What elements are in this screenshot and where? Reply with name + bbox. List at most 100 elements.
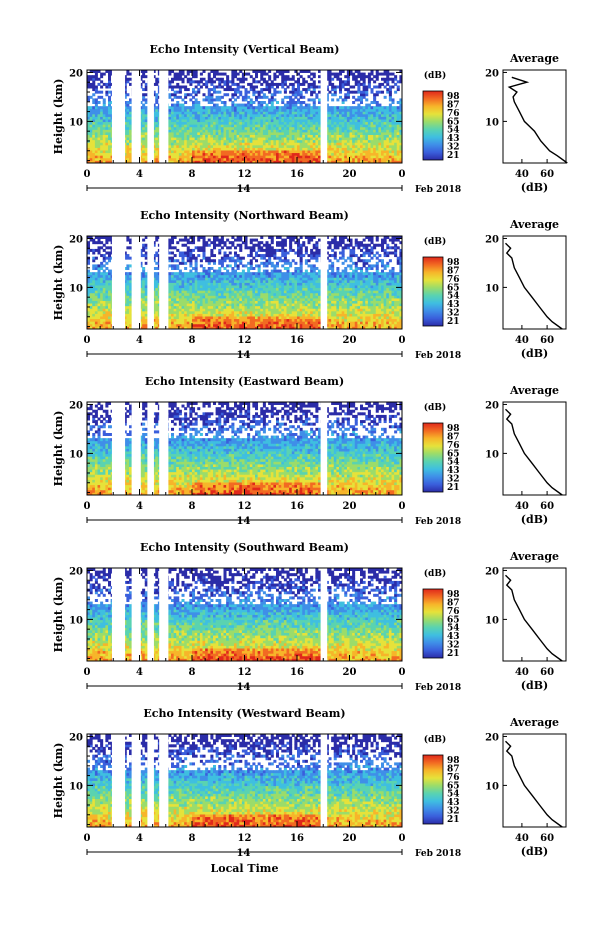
colorbar-tick-label: 76 <box>447 275 460 285</box>
colorbar-tick-label: 32 <box>447 143 460 153</box>
colorbar-unit: (dB) <box>424 734 446 745</box>
data-gap <box>131 236 141 329</box>
colorbar-tick-label: 65 <box>447 615 460 625</box>
x-tick-label: 12 <box>238 833 252 844</box>
chart-panel-1 <box>86 235 567 357</box>
panel-title: Echo Intensity (Northward Beam) <box>140 209 349 222</box>
y-tick-label: 20 <box>69 234 83 245</box>
data-gap <box>320 402 328 495</box>
y-axis-label: Height (km) <box>52 577 65 653</box>
date-label: Feb 2018 <box>415 849 461 859</box>
panel-title: Echo Intensity (Westward Beam) <box>143 707 345 720</box>
x-tick-label: 12 <box>238 501 252 512</box>
x-tick-label: 0 <box>84 667 91 678</box>
data-gap <box>111 734 126 827</box>
average-xlabel: (dB) <box>521 347 548 360</box>
colorbar-tick-label: 54 <box>447 624 460 634</box>
avg-x-tick-label: 60 <box>540 169 554 180</box>
x-tick-label: 16 <box>290 833 304 844</box>
colorbar-tick-label: 87 <box>447 432 460 442</box>
x-tick-label: 4 <box>136 667 143 678</box>
data-gap <box>131 402 141 495</box>
data-gap <box>131 734 141 827</box>
date-label: Feb 2018 <box>415 185 461 195</box>
average-title: Average <box>509 218 559 231</box>
x-tick-label: 20 <box>343 335 357 346</box>
colorbar-tick-label: 65 <box>447 283 460 293</box>
colorbar-tick-label: 54 <box>447 790 460 800</box>
x-tick-label: 0 <box>399 833 406 844</box>
day-label: 14 <box>237 350 251 361</box>
data-gap <box>111 236 126 329</box>
y-tick-label: 10 <box>69 615 83 626</box>
colorbar-tick-label: 54 <box>447 458 460 468</box>
data-gap <box>159 402 169 495</box>
x-tick-label: 0 <box>399 501 406 512</box>
day-label: 14 <box>237 516 251 527</box>
x-tick-label: 4 <box>136 169 143 180</box>
colorbar-tick-label: 21 <box>447 317 460 327</box>
y-axis-label: Height (km) <box>52 245 65 321</box>
y-tick-label: 10 <box>69 117 83 128</box>
x-tick-label: 12 <box>238 169 252 180</box>
y-tick-label: 10 <box>69 781 83 792</box>
data-gap <box>320 236 328 329</box>
chart-panel-0 <box>86 69 568 191</box>
avg-y-tick-label: 10 <box>485 117 499 128</box>
average-profile-line <box>505 408 563 496</box>
colorbar-unit: (dB) <box>424 70 446 81</box>
data-gap <box>147 70 154 163</box>
day-label: 14 <box>237 848 251 859</box>
y-axis-label: Height (km) <box>52 79 65 155</box>
colorbar-tick-label: 32 <box>447 309 460 319</box>
x-tick-label: 4 <box>136 335 143 346</box>
colorbar-tick-label: 43 <box>447 632 460 642</box>
colorbar-tick-label: 76 <box>447 607 460 617</box>
colorbar-tick-label: 65 <box>447 117 460 127</box>
x-tick-label: 20 <box>343 501 357 512</box>
heatmap-cells <box>87 70 403 164</box>
avg-x-tick-label: 40 <box>515 169 529 180</box>
y-tick-label: 20 <box>69 566 83 577</box>
average-frame <box>502 401 567 496</box>
x-tick-label: 20 <box>343 169 357 180</box>
colorbar-unit: (dB) <box>424 568 446 579</box>
average-profile-line <box>507 76 568 164</box>
colorbar-unit: (dB) <box>424 402 446 413</box>
y-tick-label: 10 <box>69 283 83 294</box>
day-label: 14 <box>237 184 251 195</box>
colorbar-unit: (dB) <box>424 236 446 247</box>
average-xlabel: (dB) <box>521 513 548 526</box>
average-xlabel: (dB) <box>521 845 548 858</box>
x-tick-label: 4 <box>136 501 143 512</box>
x-tick-label: 8 <box>189 667 196 678</box>
colorbar-tick-label: 87 <box>447 100 460 110</box>
average-frame <box>502 235 567 330</box>
x-tick-label: 0 <box>399 169 406 180</box>
colorbar-tick-label: 21 <box>447 483 460 493</box>
y-axis-label: Height (km) <box>52 743 65 819</box>
x-tick-label: 0 <box>399 335 406 346</box>
x-tick-label: 0 <box>84 169 91 180</box>
x-tick-label: 0 <box>84 335 91 346</box>
colorbar-tick-label: 65 <box>447 781 460 791</box>
avg-x-tick-label: 40 <box>515 501 529 512</box>
y-axis-label: Height (km) <box>52 411 65 487</box>
x-tick-label: 12 <box>238 335 252 346</box>
x-tick-label: 12 <box>238 667 252 678</box>
y-tick-label: 20 <box>69 732 83 743</box>
avg-x-tick-label: 40 <box>515 335 529 346</box>
colorbar-tick-label: 43 <box>447 798 460 808</box>
date-label: Feb 2018 <box>415 517 461 527</box>
colorbar-tick-label: 87 <box>447 266 460 276</box>
chart-panel-3 <box>86 567 567 689</box>
avg-x-tick-label: 40 <box>515 833 529 844</box>
chart-panel-4 <box>86 733 567 855</box>
data-gap <box>320 568 328 661</box>
x-axis-label: Local Time <box>211 862 279 875</box>
data-gap <box>147 402 154 495</box>
data-gap <box>147 734 154 827</box>
avg-y-tick-label: 20 <box>485 732 499 743</box>
chart-panel-2 <box>86 401 567 523</box>
avg-y-tick-label: 20 <box>485 400 499 411</box>
